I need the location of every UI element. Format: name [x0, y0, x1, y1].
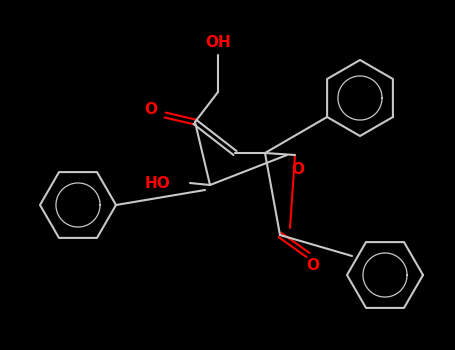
Text: O: O: [307, 258, 319, 273]
Text: O: O: [144, 103, 157, 118]
Text: O: O: [292, 162, 304, 177]
Text: HO: HO: [144, 175, 170, 190]
Text: OH: OH: [205, 35, 231, 50]
